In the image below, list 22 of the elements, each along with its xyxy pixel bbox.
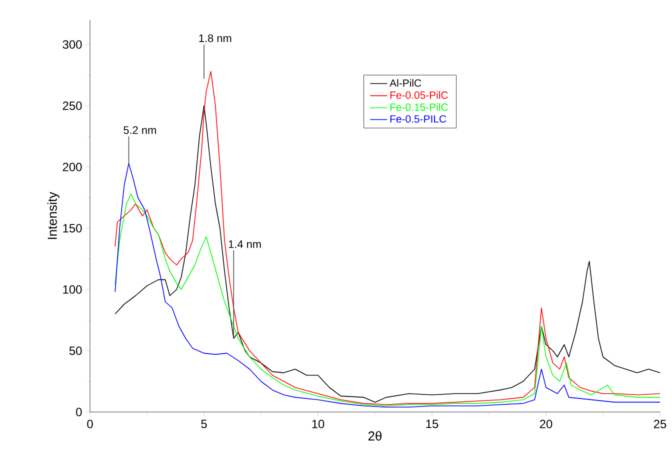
x-tick-label: 0	[87, 420, 93, 428]
y-tick-label: 100	[63, 285, 82, 294]
annotation: 5.2 nm	[124, 126, 156, 134]
annotation: 1.8 nm	[199, 34, 232, 42]
x-tick-label: 25	[654, 420, 666, 428]
x-tick-label: 5	[201, 420, 207, 428]
y-tick-label: 200	[62, 162, 82, 172]
x-tick-label: 10	[312, 420, 324, 428]
x-tick-label: 15	[426, 420, 438, 428]
legend-label: Al-PilC	[390, 79, 422, 87]
y-tick-label: 50	[69, 346, 82, 355]
x-tick-label: 20	[540, 420, 552, 428]
legend-label: Fe-0.5-PILC	[390, 115, 446, 123]
y-tick-label: 0	[76, 408, 82, 416]
annotation: 1.4 nm	[228, 240, 261, 248]
legend-label: Fe-0.05-PilC	[390, 91, 448, 99]
legend-label: Fe-0.15-PilC	[390, 103, 448, 111]
y-tick-label: 300	[62, 40, 82, 49]
x-axis-title: 2θ	[368, 431, 382, 441]
y-tick-label: 150	[63, 224, 82, 232]
y-tick-label: 250	[62, 102, 82, 110]
y-axis-title: Intensity	[47, 192, 60, 239]
